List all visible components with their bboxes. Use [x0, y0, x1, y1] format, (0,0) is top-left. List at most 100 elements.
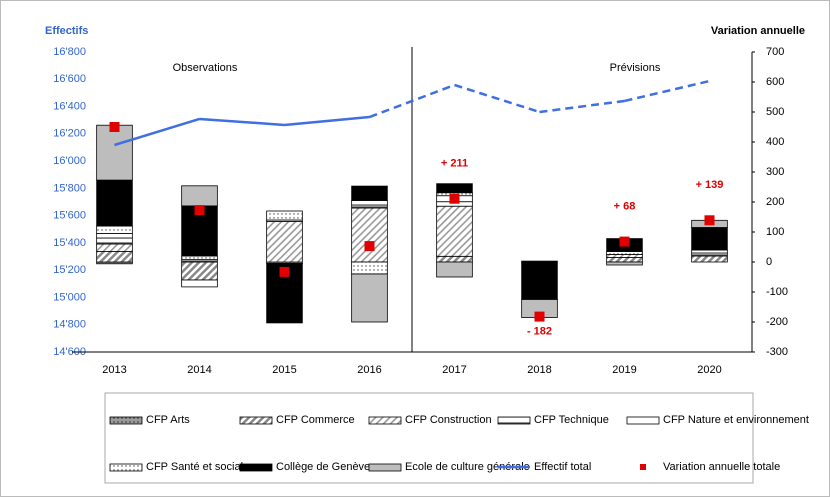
line-segment [624, 79, 710, 103]
y2-tick-label: -200 [766, 316, 788, 328]
y-tick-label: 16'400 [53, 100, 86, 112]
bar-segment [436, 183, 473, 194]
value-label: - 182 [527, 326, 552, 338]
legend-label: Effectif total [534, 461, 591, 473]
x-tick-label: 2016 [357, 364, 381, 376]
x-tick-label: 2020 [697, 364, 721, 376]
legend-swatch [368, 463, 402, 472]
legend-label: CFP Commerce [276, 414, 355, 426]
bar-segment [96, 237, 133, 245]
bar-segment [436, 205, 473, 257]
bar-segment [181, 255, 218, 260]
legend-swatch [626, 416, 660, 425]
line-segment [199, 117, 285, 127]
legend-label: CFP Nature et environnement [663, 414, 809, 426]
y2-tick-label: 500 [766, 106, 784, 118]
legend-swatch [109, 416, 143, 425]
y2-tick-label: 200 [766, 196, 784, 208]
bar-segment [436, 261, 473, 278]
y2-tick-label: 0 [766, 256, 772, 268]
y2-tick-label: -300 [766, 346, 788, 358]
legend-label: CFP Santé et social [146, 461, 243, 473]
legend-swatch [239, 416, 273, 425]
annotation: Observations [173, 62, 238, 74]
x-tick-label: 2015 [272, 364, 296, 376]
legend-label: CFP Arts [146, 414, 190, 426]
line-segment [369, 83, 455, 119]
y2-tick-label: 700 [766, 46, 784, 58]
legend-swatch [640, 464, 646, 470]
x-tick-label: 2019 [612, 364, 636, 376]
bar-segment [521, 261, 558, 300]
bar-segment [181, 205, 218, 257]
legend-box [104, 392, 754, 484]
bar-segment [691, 255, 728, 263]
legend-swatch [368, 416, 402, 425]
y2-tick-label: 400 [766, 136, 784, 148]
legend-label: Ecole de culture générale [405, 461, 530, 473]
bar-segment [96, 233, 133, 239]
line-segment [539, 99, 625, 114]
bar-segment [351, 200, 388, 206]
y2-tick-label: 100 [766, 226, 784, 238]
y-tick-label: 15'600 [53, 210, 86, 222]
marker [449, 193, 460, 204]
marker [619, 236, 630, 247]
y-tick-label: 14'800 [53, 319, 86, 331]
legend-swatch [497, 416, 531, 425]
marker [279, 266, 290, 277]
bar-segment [691, 252, 728, 257]
y-tick-label: 16'800 [53, 46, 86, 58]
y2-tick-label: 300 [766, 166, 784, 178]
y-tick-label: 15'000 [53, 291, 86, 303]
value-label: + 211 [441, 158, 468, 170]
y-tick-label: 15'400 [53, 237, 86, 249]
legend-label: CFP Construction [405, 414, 492, 426]
marker [109, 122, 120, 132]
y-tick-label: 15'800 [53, 182, 86, 194]
legend-swatch [239, 463, 273, 472]
bar-segment [351, 261, 388, 275]
line-segment [284, 115, 370, 127]
y-tick-label: 14'600 [53, 346, 86, 358]
line-segment [454, 83, 540, 114]
bar-segment [606, 257, 643, 263]
legend-label: Variation annuelle totale [663, 461, 780, 473]
y-tick-label: 16'600 [53, 73, 86, 85]
y-tick-label: 16'200 [53, 128, 86, 140]
y2-tick-label: 600 [766, 76, 784, 88]
bar-segment [351, 207, 388, 263]
y-tick-label: 16'000 [53, 155, 86, 167]
bar-segment [266, 210, 303, 221]
bar-segment [351, 185, 388, 201]
bar-segment [606, 254, 643, 258]
marker [704, 215, 715, 226]
bar-segment [351, 204, 388, 209]
y-axis-title: Effectifs [45, 25, 88, 37]
x-tick-label: 2018 [527, 364, 551, 376]
marker [534, 311, 545, 322]
x-tick-label: 2014 [187, 364, 211, 376]
value-label: + 139 [696, 179, 724, 191]
bar-segment [96, 243, 133, 252]
marker [364, 241, 375, 252]
bar-segment [606, 261, 643, 266]
bar-segment [266, 221, 303, 263]
line-segment [114, 117, 200, 147]
bar-segment [96, 124, 133, 181]
y2-tick-label: -100 [766, 286, 788, 298]
bar-segment [691, 227, 728, 251]
legend-label: CFP Technique [534, 414, 609, 426]
bar-segment [96, 225, 133, 234]
x-tick-label: 2017 [442, 364, 466, 376]
bar-segment [351, 273, 388, 323]
y2-axis-title: Variation annuelle [711, 25, 805, 37]
legend-label: Collège de Genève [276, 461, 370, 473]
legend-swatch [109, 463, 143, 472]
bar-segment [436, 255, 473, 263]
bar-segment [181, 279, 218, 288]
value-label: + 68 [614, 201, 636, 213]
bar-segment [691, 249, 728, 254]
bar-segment [181, 185, 218, 207]
